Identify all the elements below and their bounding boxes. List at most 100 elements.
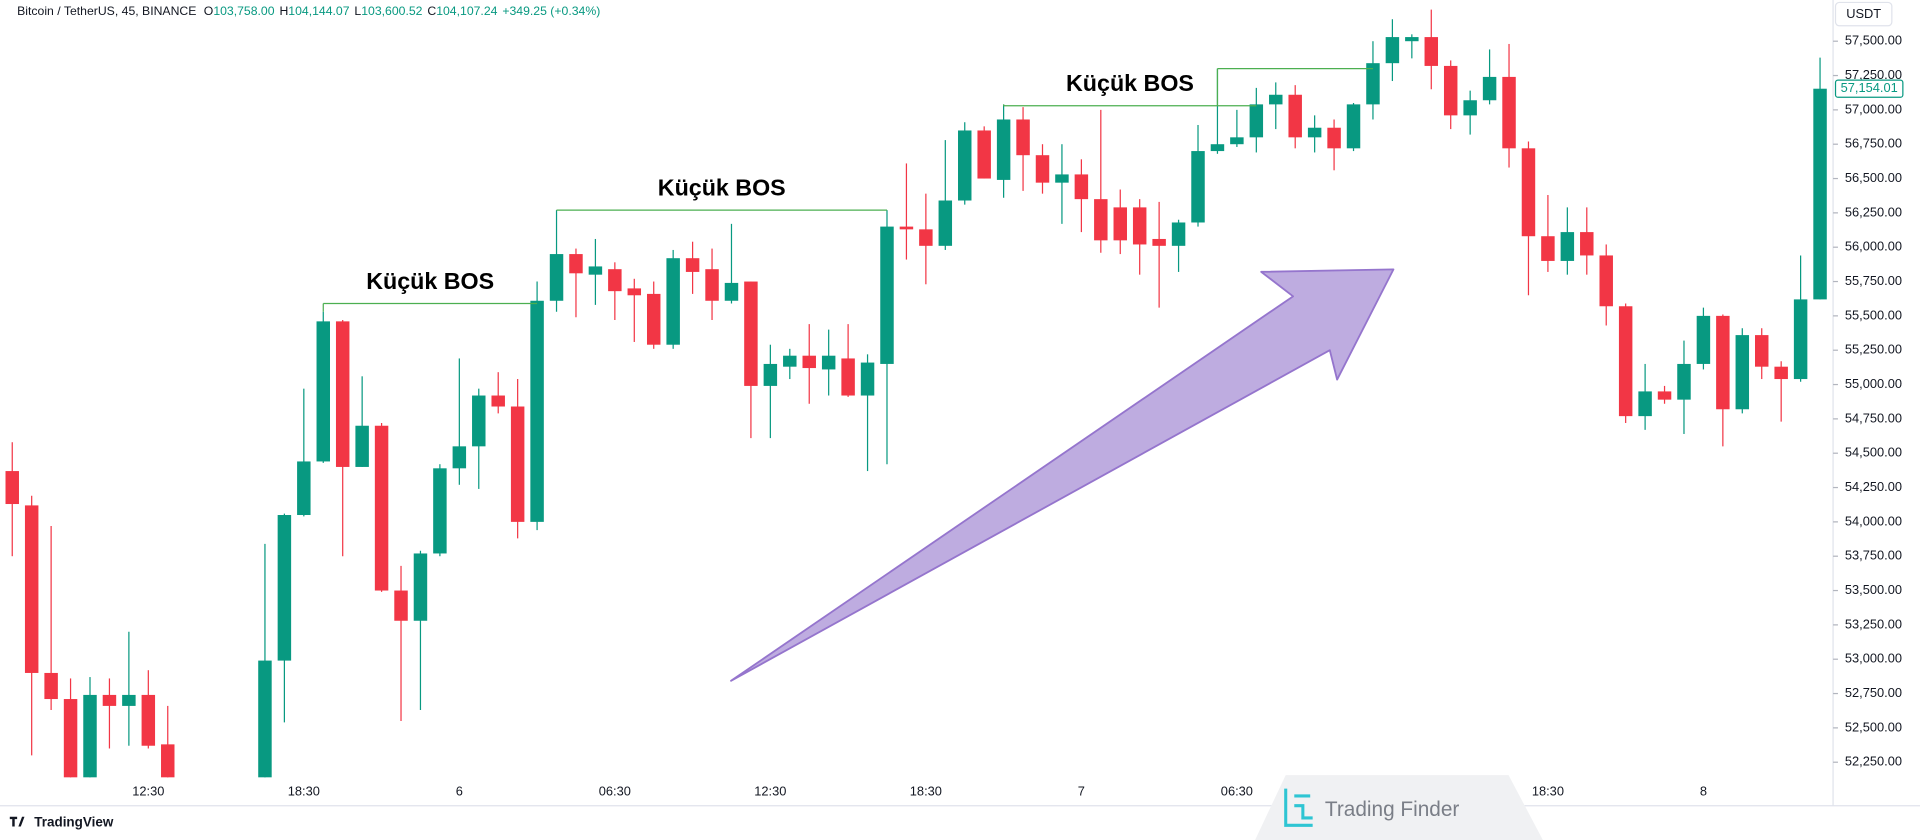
candle-body: [1132, 207, 1147, 245]
y-tick-label: 56,250.00: [1845, 204, 1902, 219]
candles: [5, 9, 1827, 778]
candle-body: [821, 355, 836, 370]
candle-body: [1443, 65, 1458, 116]
candle-body: [122, 694, 136, 706]
candle-body: [141, 694, 156, 746]
candle-body: [355, 425, 369, 467]
candle-body: [83, 694, 97, 778]
candle-body: [588, 266, 603, 275]
low-label: L: [354, 4, 361, 18]
watermark-text: Trading Finder: [1325, 798, 1460, 821]
candle-body: [1094, 199, 1108, 241]
low-value: 103,600.52: [361, 4, 422, 18]
last-price-box: [1834, 79, 1904, 98]
x-tick-label: 8: [1700, 784, 1707, 799]
tradingview-logo: [9, 816, 25, 827]
y-tick-label: 53,250.00: [1845, 616, 1902, 631]
y-tick-label: 52,500.00: [1845, 719, 1902, 734]
candle-body: [1152, 238, 1166, 246]
candle-body: [1307, 127, 1322, 138]
candle-body: [646, 293, 661, 345]
candle-body: [1482, 76, 1497, 101]
x-tick-label: 7: [1078, 784, 1085, 799]
watermark-logo: [1284, 788, 1313, 827]
candle-body: [1813, 88, 1827, 300]
candle-body: [1696, 315, 1711, 364]
candle-body: [1210, 144, 1225, 152]
candle-body: [1618, 306, 1633, 417]
candle-body: [1035, 155, 1050, 183]
candle-body: [1074, 174, 1089, 200]
logo-mark: [9, 816, 25, 827]
candle-body: [335, 321, 350, 467]
candle-body: [1560, 232, 1575, 261]
trend-arrow: [730, 268, 1395, 682]
candle-body: [297, 461, 311, 516]
candle-body: [996, 119, 1011, 180]
y-tick-label: 54,000.00: [1845, 513, 1902, 528]
candle-body: [608, 269, 622, 292]
candle-body: [1521, 148, 1536, 237]
y-tick-label: 56,500.00: [1845, 170, 1902, 185]
candle-body: [1249, 104, 1264, 138]
candle-body: [549, 254, 564, 301]
currency-box[interactable]: [1834, 1, 1893, 27]
candle-body: [1327, 127, 1341, 149]
x-tick-label: 06:30: [1221, 784, 1253, 799]
candle-body: [705, 269, 719, 301]
last-price-label: 57,154.01: [1841, 80, 1898, 95]
open-value: 103,758.00: [213, 4, 274, 18]
candle-body: [161, 744, 175, 778]
candle-body: [5, 471, 19, 505]
candle-body: [1288, 94, 1302, 138]
candle-body: [899, 226, 914, 230]
candle-body: [394, 590, 408, 621]
y-tick-label: 52,750.00: [1845, 685, 1902, 700]
candle-body: [1113, 207, 1127, 241]
candle-body: [1405, 37, 1419, 42]
candle-body: [1366, 63, 1380, 105]
candle-body: [452, 446, 467, 469]
candle-body: [1171, 222, 1186, 246]
candle-body: [1463, 100, 1477, 116]
y-tick-label: 57,000.00: [1845, 101, 1902, 116]
y-tick-label: 54,750.00: [1845, 410, 1902, 425]
x-tick-label: 18:30: [910, 784, 942, 799]
candle-body: [1346, 104, 1361, 149]
candle-body: [958, 130, 972, 201]
candle-body: [44, 672, 58, 700]
candle-body: [724, 282, 739, 301]
candle-body: [1269, 94, 1283, 105]
bos-label: Küçük BOS: [1066, 70, 1194, 96]
y-tick-label: 53,500.00: [1845, 582, 1902, 597]
candle-body: [63, 699, 78, 778]
candle-body: [530, 300, 544, 522]
candle-body: [1793, 299, 1808, 380]
candle-body: [860, 362, 875, 396]
candle-body: [1502, 76, 1516, 149]
x-tick-label: 18:30: [1532, 784, 1564, 799]
close-value: 104,107.24: [436, 4, 497, 18]
y-tick-label: 57,500.00: [1845, 33, 1902, 48]
candle-body: [1657, 391, 1672, 400]
candle-body: [1230, 137, 1244, 145]
candle-body: [685, 258, 700, 272]
bos-label: Küçük BOS: [366, 268, 494, 294]
currency-label[interactable]: USDT: [1846, 6, 1881, 21]
candle-body: [666, 258, 680, 345]
high-label: H: [279, 4, 288, 18]
y-tick-label: 55,500.00: [1845, 307, 1902, 322]
high-value: 104,144.07: [288, 4, 349, 18]
y-tick-label: 54,250.00: [1845, 479, 1902, 494]
candle-body: [977, 130, 991, 179]
x-tick-label: 6: [456, 784, 463, 799]
candle-body: [1755, 335, 1769, 367]
y-tick-label: 56,000.00: [1845, 239, 1902, 254]
candle-body: [880, 226, 894, 364]
y-tick-label: 53,000.00: [1845, 651, 1902, 666]
candle-body: [413, 553, 428, 621]
candle-body: [1541, 236, 1555, 261]
y-tick-label: 57,250.00: [1845, 67, 1902, 82]
